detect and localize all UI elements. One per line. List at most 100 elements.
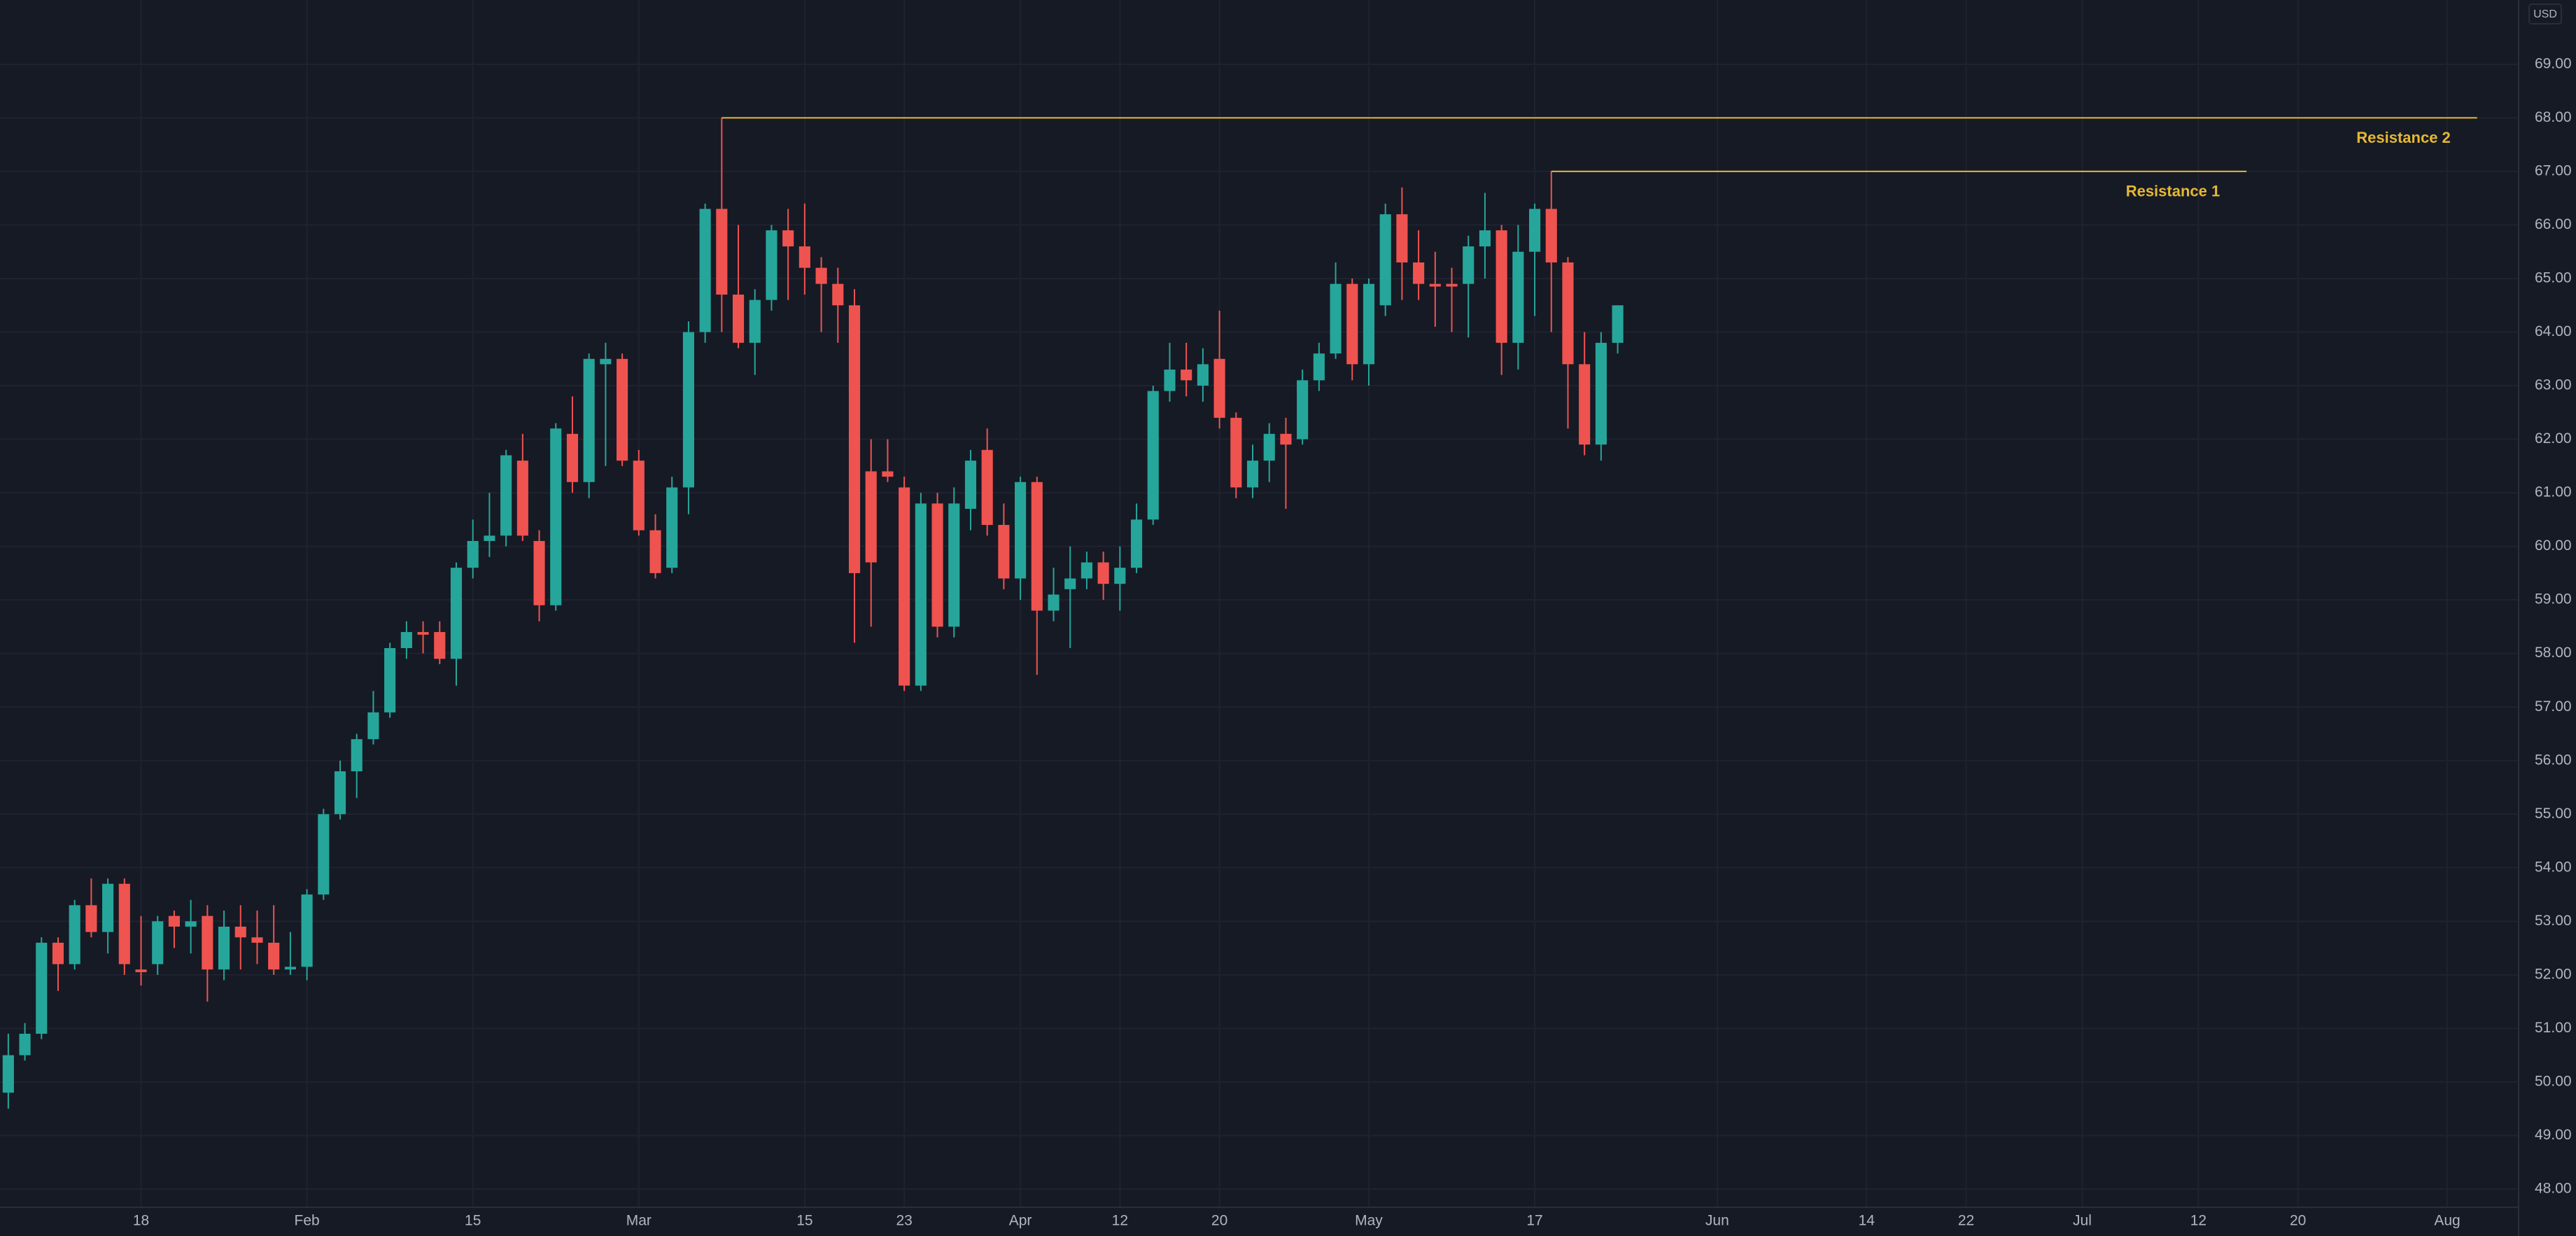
candle-body [1147, 391, 1159, 520]
candle-body [417, 632, 429, 635]
y-tick-label: 48.00 [2535, 1181, 2572, 1197]
candle-body [1164, 370, 1176, 391]
candle-body [617, 358, 628, 461]
candle-body [334, 771, 346, 815]
y-tick-label: 56.00 [2535, 752, 2572, 768]
candle-body [1529, 209, 1541, 252]
y-tick-label: 57.00 [2535, 698, 2572, 715]
currency-box [2528, 3, 2562, 24]
candle-body [948, 503, 960, 627]
candle-body [583, 358, 595, 482]
candle-body [566, 433, 579, 482]
candle-body [1495, 230, 1507, 343]
y-tick-label: 54.00 [2535, 859, 2572, 875]
y-tick-label: 64.00 [2535, 323, 2572, 339]
candle-body [36, 942, 48, 1034]
candle-body [600, 358, 612, 365]
y-tick-label: 61.00 [2535, 484, 2572, 500]
y-tick-label: 62.00 [2535, 430, 2572, 447]
candle-body [749, 300, 761, 343]
y-tick-label: 66.00 [2535, 216, 2572, 232]
x-tick-label: 20 [2290, 1213, 2306, 1229]
candle-body [832, 283, 844, 306]
candle-body [1130, 519, 1143, 568]
candle-body [1463, 246, 1474, 284]
candle-body [384, 648, 396, 712]
candle-body [782, 230, 794, 247]
candle-body [318, 814, 330, 895]
x-tick-label: Aug [2434, 1213, 2460, 1229]
candle-body [1313, 353, 1325, 381]
y-tick-label: 52.00 [2535, 966, 2572, 982]
candle-body [1479, 230, 1491, 247]
y-tick-label: 60.00 [2535, 538, 2572, 554]
candle-body [1048, 594, 1060, 611]
candle-body [284, 967, 296, 970]
x-tick-label: 12 [1112, 1213, 1128, 1229]
resistance-label: Resistance 1 [2126, 183, 2220, 200]
candle-body [964, 461, 977, 510]
candle-body [716, 209, 728, 295]
candle-body [1181, 370, 1192, 381]
candle-body [1446, 283, 1458, 287]
candle-body [1081, 562, 1092, 579]
candle-body [931, 503, 943, 627]
y-tick-label: 69.00 [2535, 55, 2572, 71]
candle-body [766, 230, 777, 300]
candle-body [1230, 417, 1242, 488]
candle-body [848, 305, 861, 573]
x-tick-label: Feb [295, 1213, 320, 1229]
candle-body [168, 915, 181, 927]
candle-body [1346, 283, 1358, 365]
candle-body [1545, 209, 1557, 262]
candle-body [1512, 251, 1524, 343]
candle-body [500, 455, 512, 536]
candle-body [52, 942, 64, 964]
plot: Resistance 2 Resistance 1 [2, 117, 2477, 1109]
candle-body [981, 449, 993, 525]
candle-body [1263, 433, 1275, 461]
candle-body [1213, 358, 1225, 418]
candle-body [633, 461, 645, 531]
candle-body [798, 246, 810, 268]
candle-body [1595, 342, 1607, 445]
candle-body [815, 267, 827, 284]
candle-body [1031, 482, 1043, 611]
candle-body [69, 905, 80, 964]
x-tick-label: May [1355, 1213, 1383, 1229]
candle-body [202, 915, 213, 970]
x-tick-label: Jul [2073, 1213, 2092, 1229]
candle-body [1297, 380, 1309, 440]
candle-body [865, 471, 877, 563]
resistance-label: Resistance 2 [2356, 129, 2451, 146]
candle-body [1097, 562, 1109, 584]
y-tick-label: 67.00 [2535, 162, 2572, 178]
candle-body [533, 540, 545, 605]
y-tick-label: 58.00 [2535, 645, 2572, 661]
x-tick-label: 22 [1958, 1213, 1974, 1229]
candle-body [301, 894, 313, 967]
candle-body [1379, 214, 1391, 306]
x-tick-label: 17 [1526, 1213, 1542, 1229]
x-tick-label: Mar [626, 1213, 652, 1229]
x-tick-label: 15 [796, 1213, 812, 1229]
y-tick-label: 49.00 [2535, 1127, 2572, 1143]
candle-body [1579, 364, 1591, 445]
candle-body [351, 739, 363, 772]
candle-body [234, 926, 246, 938]
candle-body [998, 525, 1010, 579]
candle-body [2, 1055, 14, 1093]
candle-body [218, 926, 230, 970]
candle-body [550, 428, 562, 605]
y-tick-label: 65.00 [2535, 270, 2572, 286]
x-tick-label: Apr [1009, 1213, 1032, 1229]
x-tick-label: 14 [1859, 1213, 1875, 1229]
candle-body [400, 632, 412, 649]
candle-body [467, 540, 479, 568]
candle-body [666, 487, 678, 568]
y-tick-label: 63.00 [2535, 377, 2572, 393]
candle-body [682, 332, 694, 488]
